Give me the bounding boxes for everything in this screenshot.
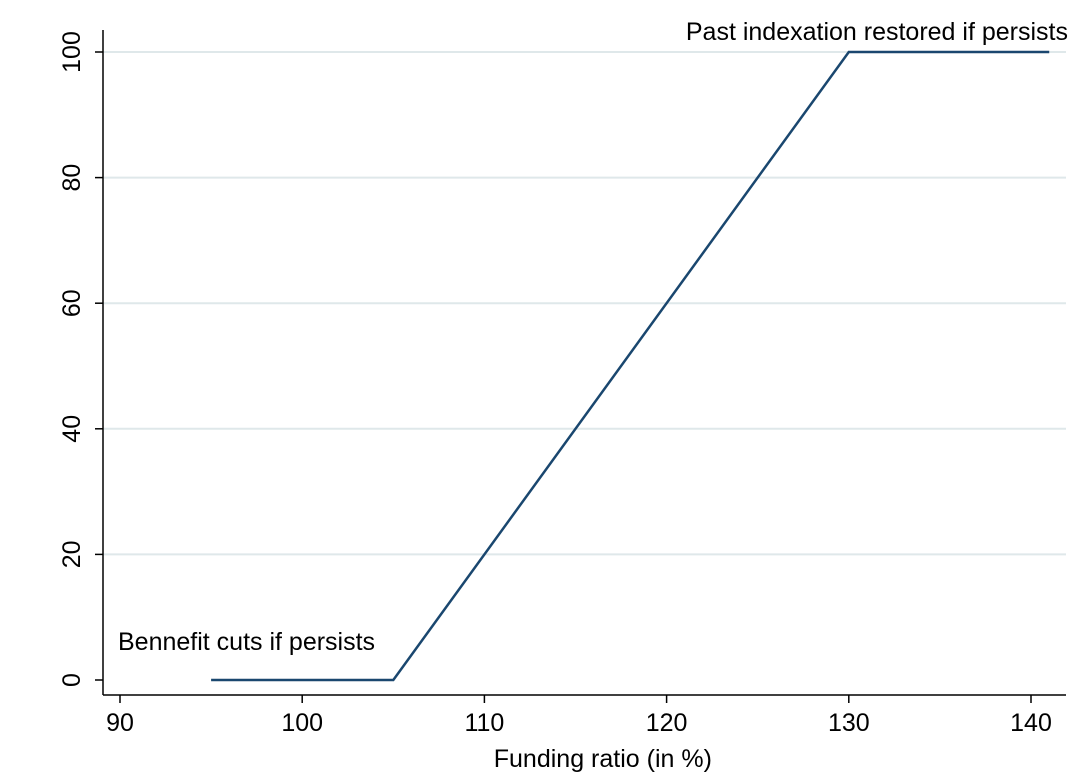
y-axis-ticks: 0 20 40 60 80 100 xyxy=(58,31,103,687)
x-tick-label-130: 130 xyxy=(828,709,870,737)
annotations: Bennefit cuts if persists Past indexation… xyxy=(118,18,1068,656)
x-tick-label-120: 120 xyxy=(646,709,688,737)
series-line-0 xyxy=(211,50,1050,682)
annotation-bennefit-cuts: Bennefit cuts if persists xyxy=(118,628,375,656)
y-tick-label-0: 0 xyxy=(58,673,86,687)
x-tick-label-100: 100 xyxy=(281,709,323,737)
x-tick-label-90: 90 xyxy=(106,709,134,737)
y-tick-label-60: 60 xyxy=(58,289,86,317)
x-axis-title: Funding ratio (in %) xyxy=(494,745,712,773)
y-tick-label-100: 100 xyxy=(58,31,86,73)
y-tick-label-20: 20 xyxy=(58,540,86,568)
x-axis-ticks: 90 100 110 120 130 140 xyxy=(106,695,1052,737)
y-tick-label-40: 40 xyxy=(58,415,86,443)
annotation-indexation-restored: Past indexation restored if persists xyxy=(686,18,1068,46)
series-layer xyxy=(211,50,1050,682)
y-tick-label-80: 80 xyxy=(58,164,86,192)
x-tick-label-140: 140 xyxy=(1010,709,1052,737)
x-tick-label-110: 110 xyxy=(464,709,504,737)
axes xyxy=(102,30,1066,696)
grid-lines xyxy=(103,51,1066,556)
